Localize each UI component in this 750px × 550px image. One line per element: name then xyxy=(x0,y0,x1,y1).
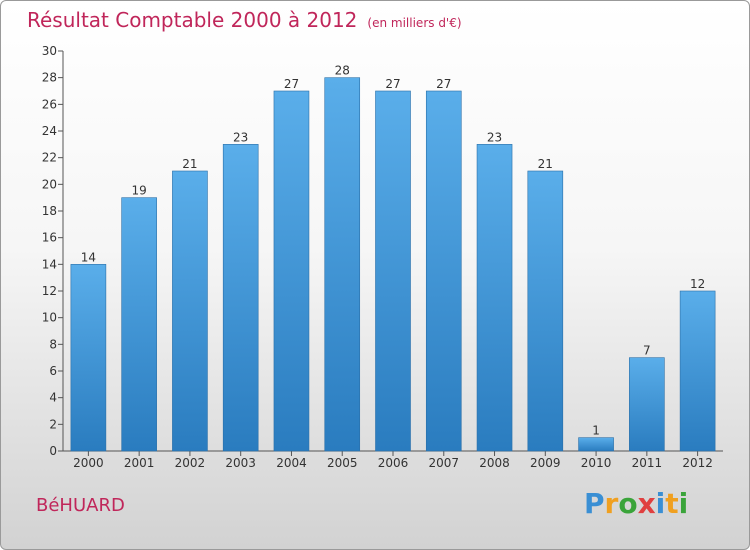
y-tick-label: 20 xyxy=(42,177,57,191)
x-tick-label: 2006 xyxy=(378,456,409,470)
bar-2006 xyxy=(375,90,411,452)
bar-2003 xyxy=(222,144,259,452)
x-tick-label: 2004 xyxy=(276,456,307,470)
y-tick-label: 14 xyxy=(42,257,57,271)
x-tick-label: 2005 xyxy=(327,456,358,470)
data-label: 27 xyxy=(385,77,400,91)
x-tick-label: 2008 xyxy=(479,456,510,470)
logo-letter: r xyxy=(604,487,619,520)
data-label: 19 xyxy=(132,184,147,198)
data-label: 28 xyxy=(335,64,350,78)
logo-letter: t xyxy=(665,487,679,520)
x-tick-label: 2009 xyxy=(530,456,561,470)
y-tick-label: 6 xyxy=(49,364,57,378)
x-tick-label: 2012 xyxy=(682,456,713,470)
x-tick-label: 2010 xyxy=(581,456,612,470)
y-tick-label: 2 xyxy=(49,417,57,431)
data-label: 23 xyxy=(233,130,248,144)
bar-2008 xyxy=(476,144,513,452)
bar-2012 xyxy=(679,290,716,452)
logo-letter: i xyxy=(655,487,666,520)
data-label: 23 xyxy=(487,130,502,144)
y-tick-label: 26 xyxy=(42,97,57,111)
logo-letter: x xyxy=(637,487,656,520)
data-label: 21 xyxy=(538,157,553,171)
bar-2011 xyxy=(629,357,665,452)
data-label: 27 xyxy=(284,77,299,91)
bar-2007 xyxy=(425,90,462,452)
chart-labels: 2000 14 2001 19 2002 21 2003 23 2004 27 2005 28 2006… xyxy=(73,64,713,470)
y-tick-label: 8 xyxy=(49,337,57,351)
bar-2000 xyxy=(70,264,107,452)
commune-name: BéHUARD xyxy=(36,495,125,516)
bar-2005 xyxy=(324,77,361,452)
data-label: 27 xyxy=(436,77,451,91)
y-tick-label: 4 xyxy=(49,391,57,405)
bar-2004 xyxy=(273,90,310,452)
x-tick-label: 2007 xyxy=(428,456,459,470)
y-tick-label: 10 xyxy=(42,311,57,325)
chart-title-text: Résultat Comptable 2000 à 2012 xyxy=(27,8,358,32)
proxiti-logo: Proxiti xyxy=(584,487,688,520)
y-tick-label: 24 xyxy=(42,124,57,138)
x-tick-label: 2011 xyxy=(632,456,663,470)
data-label: 12 xyxy=(690,277,705,291)
x-tick-label: 2002 xyxy=(175,456,206,470)
data-label: 1 xyxy=(592,424,600,438)
bar-2002 xyxy=(172,170,208,452)
x-tick-label: 2000 xyxy=(73,456,104,470)
chart-subtitle: (en milliers d'€) xyxy=(367,16,462,30)
x-tick-label: 2001 xyxy=(124,456,155,470)
logo-letter: o xyxy=(618,487,638,520)
data-label: 7 xyxy=(643,344,651,358)
y-tick-label: 28 xyxy=(42,71,57,85)
logo-letter: P xyxy=(584,487,605,520)
y-tick-label: 18 xyxy=(42,204,57,218)
bar-2009 xyxy=(527,170,564,452)
y-tick-label: 22 xyxy=(42,151,57,165)
bar-2001 xyxy=(121,197,157,452)
logo-letter: i xyxy=(678,487,689,520)
y-tick-label: 16 xyxy=(42,231,57,245)
data-label: 14 xyxy=(81,250,96,264)
y-tick-label: 12 xyxy=(42,284,57,298)
x-tick-label: 2003 xyxy=(225,456,256,470)
chart-bars xyxy=(70,77,716,452)
chart-title: Résultat Comptable 2000 à 2012 (en millie… xyxy=(27,8,462,32)
bar-2010 xyxy=(578,437,614,452)
y-tick-label: 30 xyxy=(42,44,57,58)
data-label: 21 xyxy=(182,157,197,171)
y-tick-label: 0 xyxy=(49,444,57,458)
